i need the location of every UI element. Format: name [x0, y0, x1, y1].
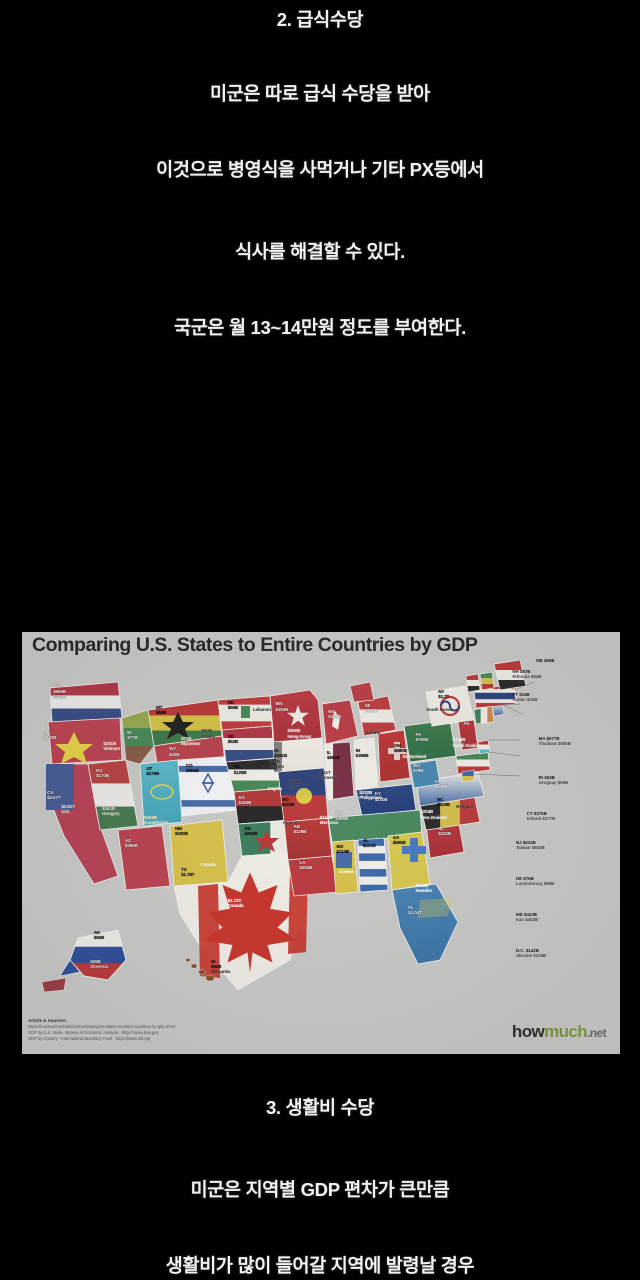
caption-bottom-line-2: 생활비가 많이 들어갈 지역에 발령날 경우: [0, 1252, 640, 1278]
caption-line: 미군은 따로 급식 수당을 받아: [209, 83, 430, 104]
caption-line: 식사를 해결할 수 있다.: [235, 241, 405, 262]
caption-top-line-4: 국군은 월 13~14만원 정도를 부여한다.: [0, 314, 640, 340]
gdp-map-infographic: Comparing U.S. States to Entire Countrie…: [22, 632, 620, 1054]
logo-part-how: how: [511, 1022, 545, 1041]
caption-top-line-1: 미군은 따로 급식 수당을 받아: [0, 80, 640, 106]
infographic-title: Comparing U.S. States to Entire Countrie…: [32, 634, 478, 656]
logo-part-much: much: [544, 1022, 588, 1041]
caption-bottom-line-1: 미군은 지역별 GDP 편차가 큰만큼: [0, 1176, 640, 1202]
caption-top-line-2: 이것으로 병영식을 사먹거나 기타 PX등에서: [0, 156, 640, 182]
caption-line: 생활비가 많이 들어갈 지역에 발령날 경우: [165, 1255, 475, 1276]
caption-line: 이것으로 병영식을 사먹거나 기타 PX등에서: [156, 159, 484, 180]
source-line: https://howmuch.net/articles/comparing-u…: [28, 1023, 176, 1029]
logo-part-net: .net: [587, 1026, 607, 1040]
caption-top-line-3: 식사를 해결할 수 있다.: [0, 238, 640, 264]
caption-line: 3. 생활비 수당: [265, 1097, 375, 1118]
caption-line: 국군은 월 13~14만원 정도를 부여한다.: [173, 317, 467, 338]
caption-line: 2. 급식수당: [276, 9, 364, 30]
us-map-svg: [22, 660, 620, 1020]
caption-line: 미군은 지역별 GDP 편차가 큰만큼: [190, 1179, 450, 1200]
caption-bottom-heading: 3. 생활비 수당: [0, 1094, 640, 1120]
howmuch-logo: howmuch.net: [511, 1022, 607, 1042]
infographic-sources: Article & Sources: https://howmuch.net/a…: [28, 1018, 358, 1042]
sources-heading: Article & Sources:: [28, 1017, 67, 1023]
caption-top-heading: 2. 급식수당: [0, 6, 640, 32]
source-line: GDP by Country - International Monetary …: [28, 1035, 151, 1041]
us-map-canvas: WA $569B $490B OR $242B CA $2.97T NV $170B ID…: [22, 658, 620, 1020]
source-line: GDP by U.S. State - Bureau of Economic A…: [28, 1029, 159, 1035]
